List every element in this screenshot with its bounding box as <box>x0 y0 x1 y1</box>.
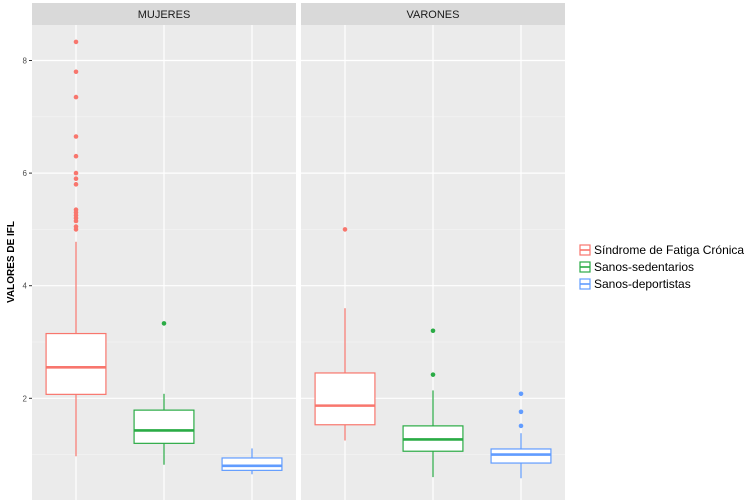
outlier-point <box>342 227 348 232</box>
y-tick-label: 6 <box>23 169 28 178</box>
outlier-point <box>430 372 436 377</box>
box-iqr <box>221 457 283 471</box>
strip-label-mujeres: MUJERES <box>138 9 191 21</box>
y-tick-label: 4 <box>23 282 28 291</box>
legend: Síndrome de Fatiga Crónica Sanos-sedentar… <box>579 243 744 291</box>
y-axis-title: VALORES DE IFL <box>6 221 17 303</box>
y-tick-label: 8 <box>23 57 28 66</box>
outlier-point <box>73 153 79 159</box>
outlier-point <box>430 328 436 334</box>
box-iqr <box>490 448 552 464</box>
outlier-point <box>518 423 524 429</box>
outlier-point <box>73 224 79 229</box>
outlier-point <box>73 170 79 176</box>
outlier-point <box>518 391 524 397</box>
legend-label: Sanos-sedentarios <box>594 260 694 274</box>
box-layer <box>45 39 552 479</box>
outlier-point <box>73 182 79 187</box>
box-iqr <box>133 409 195 444</box>
outlier-point <box>73 39 79 45</box>
outlier-point <box>161 321 167 326</box>
outlier-point <box>73 134 79 139</box>
outlier-point <box>73 207 79 212</box>
outlier-point <box>518 409 524 415</box>
strip-label-varones: VARONES <box>407 9 460 21</box>
box-iqr <box>45 332 107 395</box>
outlier-point <box>73 176 79 182</box>
y-tick-label: 2 <box>23 394 28 403</box>
outlier-point <box>73 69 79 75</box>
outlier-point <box>73 94 79 100</box>
legend-label: Sanos-deportistas <box>594 277 691 291</box>
legend-label: Síndrome de Fatiga Crónica <box>594 243 744 257</box>
box-iqr <box>314 372 376 426</box>
y-axis: 2 4 6 8 <box>23 57 32 403</box>
strip-mujeres <box>32 3 296 25</box>
strip-varones <box>301 3 565 25</box>
